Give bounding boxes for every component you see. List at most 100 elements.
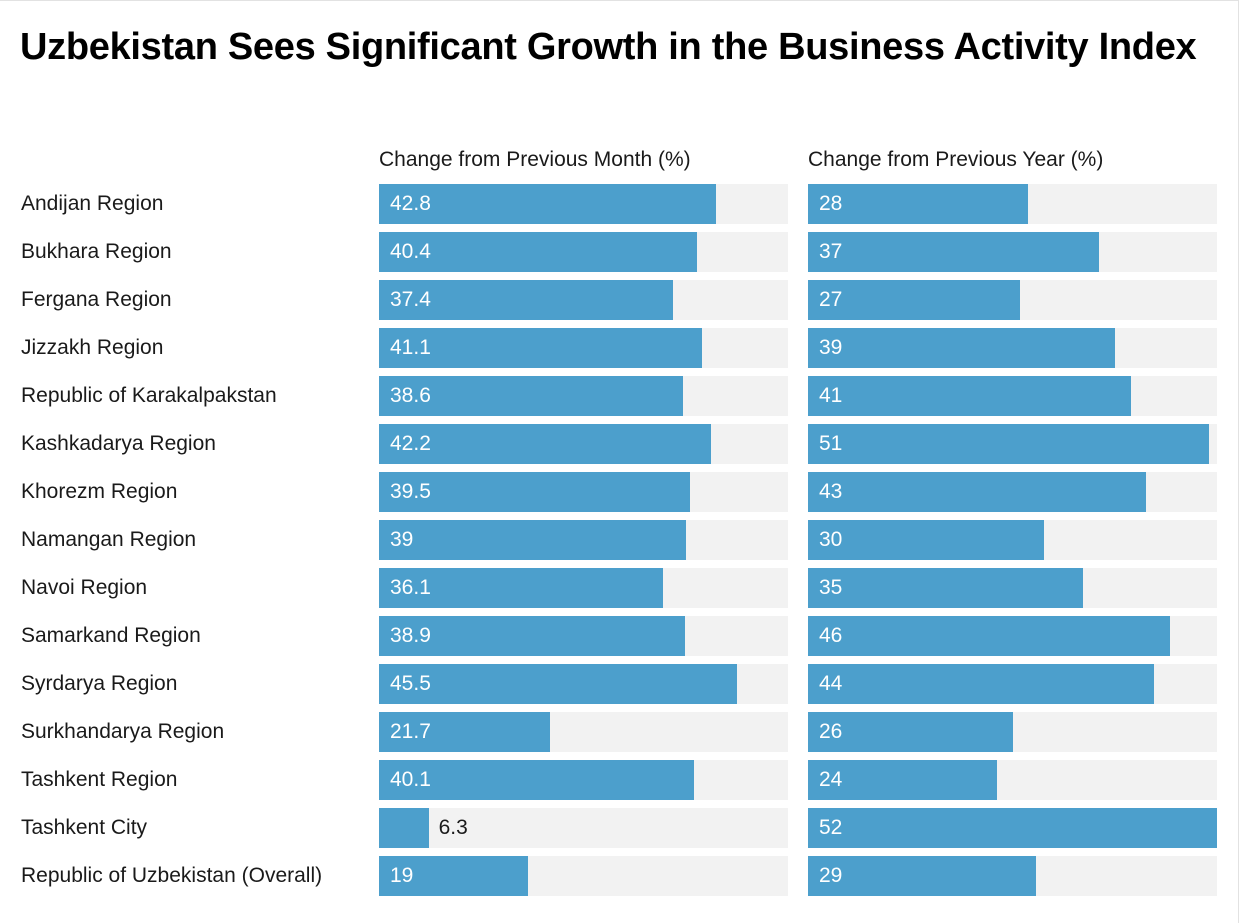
bar-track: 21.7 [379,712,788,752]
data-label: 6.3 [438,816,468,839]
category-label: Namangan Region [21,528,197,551]
bar[interactable] [808,664,1155,704]
bar-track: 27 [808,280,1217,320]
bar[interactable] [379,616,685,656]
bar-track: 39 [379,520,788,560]
bar[interactable] [808,568,1084,608]
bar[interactable] [808,760,997,800]
category-label: Surkhandarya Region [21,720,225,743]
bar[interactable] [379,472,690,512]
data-label: 42.8 [390,192,431,215]
data-label: 40.4 [390,240,431,263]
data-label: 46 [819,624,843,647]
bar-track: 39.5 [379,472,788,512]
bar-track: 38.9 [379,616,788,656]
category-label: Syrdarya Region [21,672,178,695]
data-label: 38.9 [390,624,431,647]
bar[interactable] [808,328,1115,368]
category-label: Republic of Karakalpakstan [21,384,277,407]
bar-track: 52 [808,808,1217,848]
data-label: 52 [819,816,843,839]
bar-track: 41 [808,376,1217,416]
data-label: 37.4 [390,288,431,311]
category-label: Tashkent Region [21,768,178,791]
bar[interactable] [808,184,1029,224]
bar-track: 28 [808,184,1217,224]
data-label: 26 [819,720,843,743]
bar-track: 29 [808,856,1217,896]
bar-track: 24 [808,760,1217,800]
bar[interactable] [379,520,686,560]
data-label: 40.1 [390,768,431,791]
bar-track: 42.8 [379,184,788,224]
data-label: 30 [819,528,843,551]
bar[interactable] [808,280,1021,320]
category-label: Bukhara Region [21,240,172,263]
data-label: 43 [819,480,843,503]
data-label: 44 [819,672,843,695]
bar[interactable] [379,424,711,464]
bar-track: 37.4 [379,280,788,320]
data-label: 19 [390,864,414,887]
bar[interactable] [379,712,550,752]
bar-track: 26 [808,712,1217,752]
category-label: Jizzakh Region [21,336,164,359]
bar[interactable] [379,280,674,320]
bar[interactable] [808,232,1099,272]
data-label: 41 [819,384,843,407]
bar[interactable] [808,472,1147,512]
bar-track: 40.4 [379,232,788,272]
bar-track: 42.2 [379,424,788,464]
category-label: Kashkadarya Region [21,432,216,455]
data-label: 39.5 [390,480,431,503]
series-header: Change from Previous Month (%) [379,148,691,171]
category-label: Navoi Region [21,576,148,599]
bar-track: 40.1 [379,760,788,800]
data-label: 45.5 [390,672,431,695]
bar-track: 44 [808,664,1217,704]
category-label: Fergana Region [21,288,172,311]
bar-track: 51 [808,424,1217,464]
bar[interactable] [379,760,695,800]
bar[interactable] [808,424,1210,464]
bar[interactable] [808,376,1131,416]
bar[interactable] [379,232,697,272]
data-label: 36.1 [390,576,431,599]
bar[interactable] [808,712,1013,752]
bar[interactable] [379,856,529,896]
category-label: Khorezm Region [21,480,178,503]
bar[interactable] [808,520,1044,560]
bar-track: 6.3 [379,808,788,848]
data-label: 39 [390,528,414,551]
data-label: 29 [819,864,843,887]
bar-track: 45.5 [379,664,788,704]
chart-title: Uzbekistan Sees Significant Growth in th… [20,26,1197,68]
bar[interactable] [808,808,1217,848]
category-label: Tashkent City [21,816,148,839]
bar-track: 46 [808,616,1217,656]
data-label: 38.6 [390,384,431,407]
bar-track: 39 [808,328,1217,368]
bar[interactable] [379,376,683,416]
bar[interactable] [379,184,716,224]
bar-track: 30 [808,520,1217,560]
bar[interactable] [808,856,1037,896]
bar-track: 38.6 [379,376,788,416]
bar[interactable] [379,664,737,704]
data-label: 35 [819,576,843,599]
bar[interactable] [379,568,663,608]
bar[interactable] [808,616,1170,656]
bar-track: 19 [379,856,788,896]
data-label: 51 [819,432,843,455]
data-label: 42.2 [390,432,431,455]
series-header: Change from Previous Year (%) [808,148,1104,171]
data-label: 41.1 [390,336,431,359]
bar-track: 36.1 [379,568,788,608]
bar[interactable] [379,328,703,368]
data-label: 21.7 [390,720,431,743]
bar-track: 43 [808,472,1217,512]
data-label: 39 [819,336,843,359]
category-label: Andijan Region [21,192,164,215]
category-label: Samarkand Region [21,624,201,647]
bar[interactable] [379,808,429,848]
